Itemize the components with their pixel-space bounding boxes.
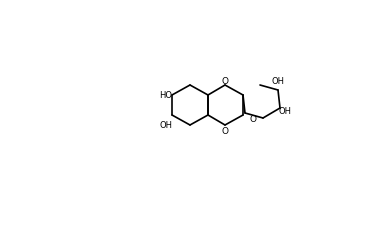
Text: O: O bbox=[221, 77, 228, 87]
Text: O: O bbox=[221, 127, 228, 137]
Text: O: O bbox=[250, 116, 257, 124]
Text: OH: OH bbox=[159, 121, 172, 129]
Text: OH: OH bbox=[279, 108, 292, 117]
Text: OH: OH bbox=[272, 77, 285, 87]
Text: HO: HO bbox=[159, 91, 172, 99]
